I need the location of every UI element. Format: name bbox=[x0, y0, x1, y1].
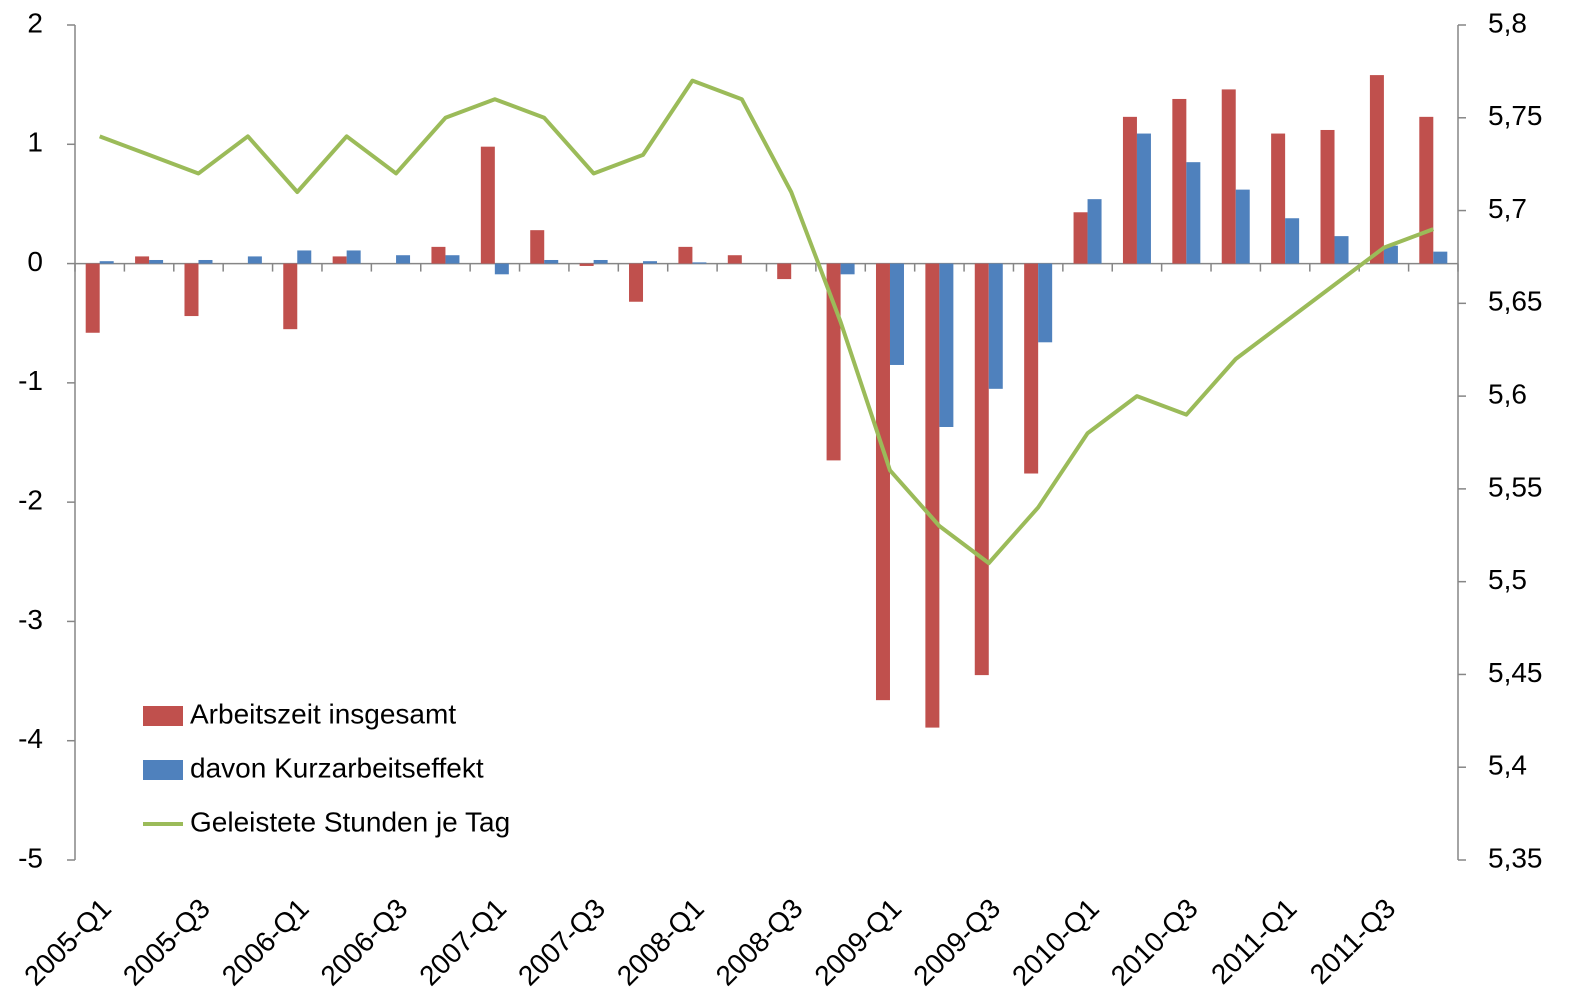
bar bbox=[1221, 89, 1236, 264]
y-tick-label: -2 bbox=[18, 485, 43, 516]
bar bbox=[445, 255, 460, 264]
bar bbox=[1334, 236, 1349, 264]
x-tick-label: 2005-Q1 bbox=[18, 893, 117, 992]
line bbox=[98, 78, 1435, 566]
bar bbox=[297, 250, 312, 264]
bar bbox=[1285, 218, 1300, 264]
bar bbox=[939, 263, 954, 427]
y2-tick-label: 5,6 bbox=[1488, 379, 1527, 410]
x-tick-label: 2011-Q3 bbox=[1304, 893, 1402, 991]
bar bbox=[431, 246, 446, 264]
bar bbox=[777, 263, 792, 280]
bar bbox=[678, 246, 693, 264]
bar bbox=[1369, 75, 1384, 264]
bar bbox=[1433, 251, 1448, 264]
bar bbox=[974, 263, 989, 676]
legend-label: Arbeitszeit insgesamt bbox=[190, 698, 456, 729]
x-tick-label: 2008-Q1 bbox=[611, 893, 710, 992]
bar bbox=[85, 263, 100, 333]
bar bbox=[727, 255, 742, 264]
bar bbox=[332, 256, 347, 264]
bar bbox=[1320, 129, 1335, 264]
x-tick-label: 2009-Q1 bbox=[808, 893, 907, 992]
x-tick-label: 2005-Q3 bbox=[117, 893, 216, 992]
bar bbox=[494, 263, 509, 275]
y2-tick-label: 5,55 bbox=[1488, 471, 1543, 502]
x-tick-label: 2010-Q1 bbox=[1006, 893, 1105, 992]
x-tick-label: 2007-Q3 bbox=[512, 893, 611, 992]
x-tick-label: 2010-Q3 bbox=[1105, 893, 1204, 992]
bar bbox=[544, 259, 559, 264]
bar bbox=[925, 263, 940, 728]
y2-tick-label: 5,75 bbox=[1488, 100, 1543, 131]
y-tick-label: 2 bbox=[27, 7, 43, 38]
y2-tick-label: 5,7 bbox=[1488, 193, 1527, 224]
bar bbox=[875, 263, 890, 701]
y-tick-label: 1 bbox=[27, 127, 43, 158]
bar bbox=[99, 261, 114, 264]
y2-tick-label: 5,35 bbox=[1488, 842, 1543, 873]
bar bbox=[988, 263, 1003, 389]
y-tick-label: -5 bbox=[18, 842, 43, 873]
legend-label: davon Kurzarbeitseffekt bbox=[190, 752, 484, 783]
y-tick-label: 0 bbox=[27, 246, 43, 277]
bar bbox=[579, 263, 594, 266]
bar bbox=[396, 255, 411, 264]
bar bbox=[1172, 98, 1187, 264]
bar bbox=[1186, 162, 1201, 264]
bar bbox=[1038, 263, 1053, 343]
x-tick-label: 2008-Q3 bbox=[710, 893, 809, 992]
y2-tick-label: 5,5 bbox=[1488, 564, 1527, 595]
bar bbox=[135, 256, 150, 264]
y2-tick-label: 5,4 bbox=[1488, 750, 1527, 781]
bar bbox=[593, 259, 608, 264]
legend-swatch bbox=[143, 760, 183, 780]
bar bbox=[1087, 199, 1102, 264]
bar bbox=[530, 230, 545, 264]
bar bbox=[149, 259, 164, 264]
bar bbox=[480, 146, 495, 264]
y-tick-label: -1 bbox=[18, 365, 43, 396]
bar bbox=[1419, 116, 1434, 264]
bar bbox=[629, 263, 644, 302]
y-tick-label: -3 bbox=[18, 604, 43, 635]
bar bbox=[1024, 263, 1039, 474]
x-tick-label: 2009-Q3 bbox=[907, 893, 1006, 992]
bar bbox=[840, 263, 855, 275]
bar bbox=[889, 263, 904, 365]
bar bbox=[283, 263, 298, 330]
bar bbox=[1073, 212, 1088, 264]
bar bbox=[346, 250, 361, 264]
bar bbox=[184, 263, 199, 317]
bar bbox=[692, 262, 707, 264]
bar bbox=[1271, 133, 1286, 264]
y2-tick-label: 5,45 bbox=[1488, 657, 1543, 688]
bar bbox=[643, 261, 658, 264]
bar bbox=[1383, 245, 1398, 264]
x-tick-label: 2006-Q3 bbox=[315, 893, 414, 992]
legend-label: Geleistete Stunden je Tag bbox=[190, 806, 510, 837]
bar bbox=[1136, 133, 1151, 264]
y2-tick-label: 5,8 bbox=[1488, 7, 1527, 38]
bar bbox=[1235, 189, 1250, 264]
y2-tick-label: 5,65 bbox=[1488, 286, 1543, 317]
x-tick-label: 2007-Q1 bbox=[413, 893, 512, 992]
x-tick-label: 2006-Q1 bbox=[216, 893, 315, 992]
legend-swatch bbox=[143, 706, 183, 726]
bar bbox=[198, 259, 213, 264]
bar bbox=[1122, 116, 1137, 264]
x-tick-label: 2011-Q1 bbox=[1205, 893, 1303, 991]
y-tick-label: -4 bbox=[18, 723, 43, 754]
bar bbox=[247, 256, 262, 264]
